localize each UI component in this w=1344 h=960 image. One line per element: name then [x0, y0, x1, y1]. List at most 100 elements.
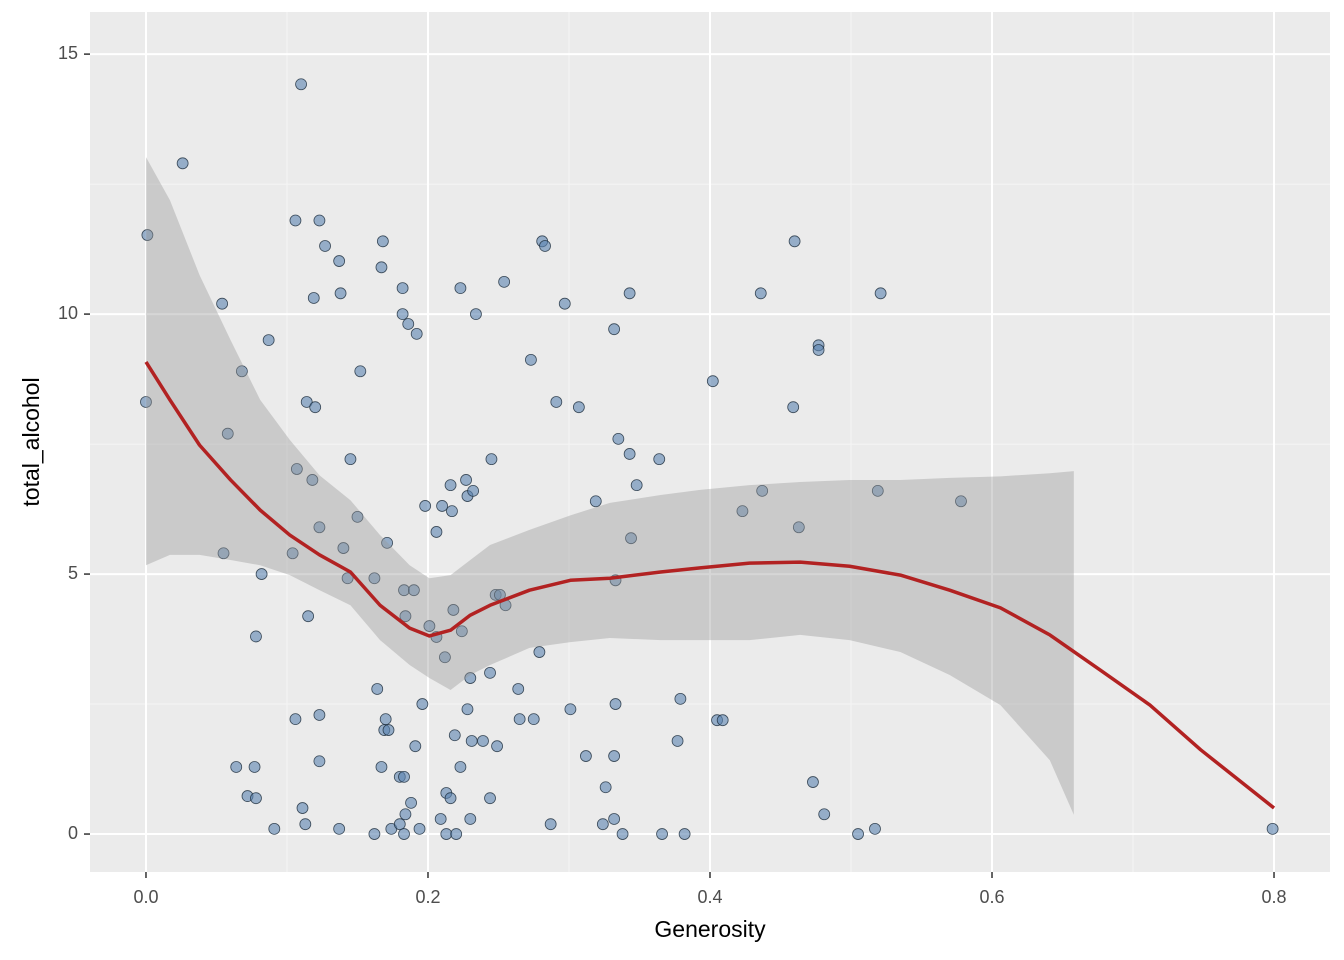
point	[230, 761, 243, 773]
y-tick-label: 0	[68, 823, 78, 843]
point	[396, 308, 409, 320]
point	[470, 308, 482, 320]
point	[416, 698, 429, 710]
point	[787, 401, 800, 414]
point	[599, 781, 612, 794]
point	[351, 510, 364, 523]
point	[368, 572, 381, 585]
point	[498, 275, 511, 288]
point	[354, 365, 367, 378]
point	[419, 500, 432, 512]
point	[313, 214, 326, 227]
point	[454, 761, 467, 773]
point	[393, 818, 406, 831]
point	[544, 818, 557, 831]
x-tick-label: 0.4	[697, 887, 722, 907]
point	[623, 287, 636, 300]
point	[446, 505, 458, 518]
point	[299, 818, 312, 831]
point	[436, 500, 448, 512]
point	[368, 828, 381, 840]
point	[756, 484, 769, 497]
point	[869, 822, 881, 835]
point	[706, 375, 719, 388]
point	[375, 761, 388, 773]
point	[381, 536, 393, 549]
point	[465, 735, 478, 747]
point	[448, 729, 461, 742]
point	[608, 813, 621, 825]
point	[716, 714, 729, 727]
point	[337, 542, 350, 554]
point	[262, 334, 275, 346]
point	[255, 568, 268, 580]
point	[678, 828, 691, 840]
point	[674, 692, 687, 705]
y-tick-label: 5	[68, 563, 78, 583]
point	[319, 240, 331, 252]
point	[464, 813, 477, 825]
point	[455, 625, 468, 638]
point	[539, 240, 551, 252]
point	[289, 214, 302, 227]
smooth-line	[144, 360, 1276, 810]
point	[341, 572, 354, 585]
point	[410, 327, 423, 340]
point	[434, 813, 447, 825]
point	[402, 318, 415, 330]
point	[289, 713, 302, 726]
point	[558, 297, 571, 310]
point	[812, 344, 825, 356]
point	[306, 474, 319, 486]
point	[484, 666, 496, 679]
point	[550, 396, 563, 408]
point	[788, 235, 801, 248]
point	[447, 604, 460, 616]
point	[398, 770, 410, 783]
x-tick-label: 0.8	[1262, 887, 1287, 907]
point	[608, 323, 621, 336]
point	[580, 750, 592, 762]
point	[625, 532, 637, 545]
x-tick-label: 0.6	[979, 887, 1004, 907]
point	[450, 828, 463, 840]
point	[399, 808, 412, 821]
point	[630, 479, 643, 492]
point	[379, 713, 392, 726]
point	[371, 683, 384, 695]
point	[217, 547, 230, 560]
point	[671, 735, 684, 747]
point	[467, 484, 480, 497]
point	[852, 828, 864, 840]
point	[444, 479, 457, 492]
point	[141, 229, 154, 241]
point	[596, 818, 609, 831]
point	[221, 427, 234, 440]
point	[612, 432, 625, 445]
point	[608, 750, 621, 762]
point	[589, 495, 602, 508]
point	[572, 401, 585, 414]
point	[656, 828, 668, 840]
point	[307, 292, 320, 304]
point	[874, 287, 887, 300]
point	[454, 282, 467, 294]
point	[295, 78, 307, 91]
point	[609, 698, 622, 710]
point	[440, 828, 453, 840]
point	[375, 261, 388, 274]
point	[333, 822, 346, 835]
point	[302, 610, 315, 623]
y-tick-label: 15	[58, 43, 78, 63]
point	[399, 610, 412, 623]
point	[477, 735, 489, 747]
y-axis-title: total_alcohol	[18, 377, 44, 506]
point	[407, 584, 420, 597]
point	[409, 740, 422, 753]
point	[512, 683, 525, 695]
point	[405, 796, 417, 809]
point	[250, 630, 262, 643]
point	[461, 703, 474, 716]
point	[792, 521, 805, 534]
point	[313, 521, 326, 534]
